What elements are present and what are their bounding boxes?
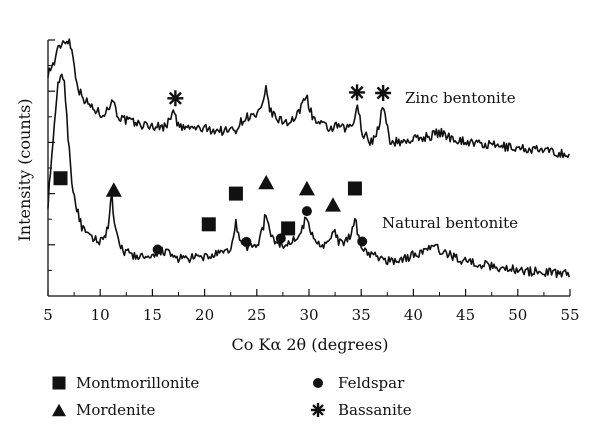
- x-tick-label: 15: [143, 306, 162, 324]
- legend: Montmorillonite Mordenite Feldspar Bassa…: [52, 374, 412, 419]
- bassanite-marker: [375, 84, 392, 101]
- legend-symbol-feldspar: [313, 378, 323, 388]
- phase-markers: [53, 84, 392, 255]
- legend-symbol-bassanite: [311, 403, 325, 417]
- legend-label-montmorillonite: Montmorillonite: [76, 374, 199, 392]
- natural-bentonite-label: Natural bentonite: [382, 214, 518, 232]
- feldspar-marker: [241, 236, 252, 247]
- mordenite-marker: [105, 182, 122, 197]
- x-tick-label: 20: [195, 306, 214, 324]
- x-tick-label: 5: [43, 306, 53, 324]
- asterisk-stroke: [376, 86, 390, 100]
- x-tick-label: 10: [91, 306, 110, 324]
- x-tick-label: 35: [352, 306, 371, 324]
- feldspar-marker: [275, 233, 286, 244]
- legend-label-feldspar: Feldspar: [338, 374, 405, 392]
- bassanite-marker: [167, 90, 184, 107]
- x-tick-label: 50: [508, 306, 527, 324]
- legend-symbol-mordenite: [52, 403, 66, 417]
- x-tick-label: 25: [247, 306, 266, 324]
- bassanite-marker: [349, 84, 366, 101]
- legend-label-mordenite: Mordenite: [76, 401, 156, 419]
- x-tick-label: 30: [299, 306, 318, 324]
- axes: 5 10 15 20 25 30 35 40 45 50 55: [43, 39, 580, 324]
- montmorillonite-marker: [281, 221, 296, 236]
- series-layer: [47, 38, 570, 279]
- feldspar-marker: [301, 206, 312, 217]
- x-axis-label: Co Kα 2θ (degrees): [232, 335, 389, 354]
- mordenite-marker: [258, 174, 275, 190]
- legend-symbol-montmorillonite: [52, 376, 66, 390]
- x-tick-label: 40: [404, 306, 423, 324]
- montmorillonite-marker: [228, 186, 243, 201]
- legend-label-bassanite: Bassanite: [338, 401, 412, 419]
- feldspar-marker: [357, 236, 368, 247]
- feldspar-marker: [152, 244, 163, 255]
- series-line-zinc-bentonite: [47, 38, 570, 159]
- montmorillonite-marker: [53, 171, 68, 186]
- asterisk-stroke: [350, 85, 364, 99]
- y-axis-label: Intensity (counts): [15, 98, 34, 241]
- montmorillonite-marker: [201, 217, 216, 232]
- asterisk-stroke: [168, 91, 182, 105]
- x-tick-label: 45: [456, 306, 475, 324]
- series-line-natural-bentonite: [47, 73, 570, 279]
- mordenite-marker: [298, 180, 315, 196]
- asterisk-stroke: [312, 404, 324, 416]
- mordenite-marker: [325, 197, 342, 212]
- x-tick-label: 55: [560, 306, 579, 324]
- montmorillonite-marker: [347, 181, 362, 196]
- zinc-bentonite-label: Zinc bentonite: [405, 89, 516, 107]
